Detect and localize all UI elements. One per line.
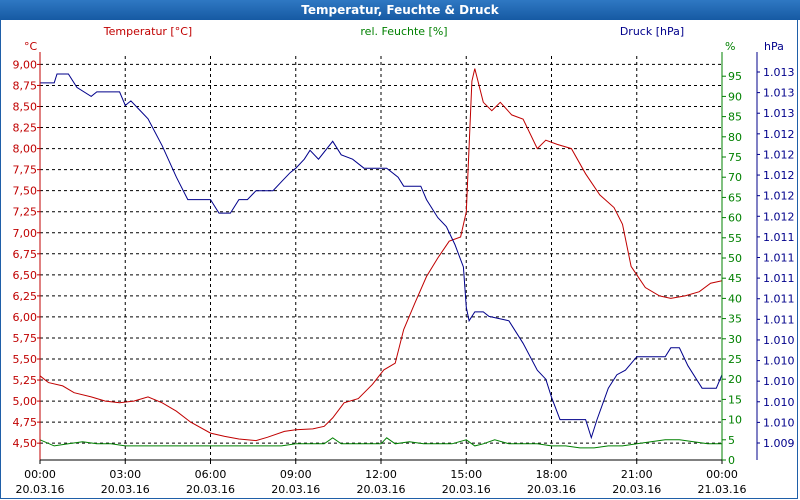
x-tick-time: 12:00 xyxy=(365,468,397,481)
x-tick-time: 06:00 xyxy=(195,468,227,481)
x-tick-date: 20.03.16 xyxy=(527,483,576,496)
temp-tick-label: 7,00 xyxy=(13,227,38,240)
temp-tick-label: 5,00 xyxy=(13,395,38,408)
pressure-tick-label: 1.010 xyxy=(763,396,795,409)
humidity-tick-label: 70 xyxy=(728,171,742,184)
temp-tick-label: 6,50 xyxy=(13,269,38,282)
pressure-tick-label: 1.011 xyxy=(763,231,795,244)
pressure-tick-label: 1.010 xyxy=(763,355,795,368)
humidity-tick-label: 50 xyxy=(728,252,742,265)
humidity-tick-label: 75 xyxy=(728,151,742,164)
x-tick-date: 20.03.16 xyxy=(186,483,235,496)
x-tick-date: 21.03.16 xyxy=(698,483,747,496)
pressure-tick-label: 1.010 xyxy=(763,416,795,429)
humidity-tick-label: 60 xyxy=(728,212,742,225)
grid xyxy=(40,56,722,460)
x-tick-time: 00:00 xyxy=(706,468,738,481)
pressure-tick-label: 1.010 xyxy=(763,334,795,347)
x-tick-date: 20.03.16 xyxy=(612,483,661,496)
pressure-tick-label: 1.012 xyxy=(763,128,795,141)
humidity-tick-label: 40 xyxy=(728,292,742,305)
temp-tick-label: 8,50 xyxy=(13,101,38,114)
humidity-tick-label: 25 xyxy=(728,353,742,366)
temp-tick-label: 5,25 xyxy=(13,374,38,387)
pressure-tick-label: 1.012 xyxy=(763,190,795,203)
pressure-unit: hPa xyxy=(764,40,784,53)
humidity-tick-label: 35 xyxy=(728,313,742,326)
temp-tick-label: 5,75 xyxy=(13,332,38,345)
axes xyxy=(37,52,760,464)
temp-tick-label: 8,75 xyxy=(13,79,38,92)
pressure-tick-label: 1.012 xyxy=(763,169,795,182)
x-tick-time: 18:00 xyxy=(536,468,568,481)
humidity-tick-label: 85 xyxy=(728,111,742,124)
line-chart: 9,00 8,75 8,50 8,25 8,00 7,75 7,50 7,25 7,00 6,75… xyxy=(13,25,795,496)
pressure-tick-label: 1.011 xyxy=(763,293,795,306)
pressure-tick-label: 1.011 xyxy=(763,313,795,326)
x-tick-date: 20.03.16 xyxy=(357,483,406,496)
humidity-axis-title: rel. Feuchte [%] xyxy=(360,25,447,38)
humidity-tick-label: 20 xyxy=(728,373,742,386)
humidity-tick-label: 55 xyxy=(728,232,742,245)
humidity-tick-label: 65 xyxy=(728,191,742,204)
humidity-series-line xyxy=(39,437,722,449)
x-tick-time: 21:00 xyxy=(621,468,653,481)
temp-tick-label: 7,25 xyxy=(13,206,38,219)
x-tick-time: 03:00 xyxy=(109,468,141,481)
humidity-tick-label: 45 xyxy=(728,272,742,285)
x-tick-date: 20.03.16 xyxy=(16,483,65,496)
temp-tick-label: 6,75 xyxy=(13,248,38,261)
humidity-tick-label: 30 xyxy=(728,333,742,346)
temperature-axis-title: Temperatur [°C] xyxy=(103,25,192,38)
x-tick-date: 20.03.16 xyxy=(271,483,320,496)
pressure-tick-label: 1.013 xyxy=(763,87,795,100)
chart-frame xyxy=(0,20,798,499)
temp-tick-label: 5,50 xyxy=(13,353,38,366)
temp-tick-label: 8,25 xyxy=(13,122,38,135)
pressure-tick-label: 1.013 xyxy=(763,107,795,120)
temp-tick-label: 4,75 xyxy=(13,416,38,429)
x-tick-time: 00:00 xyxy=(24,468,56,481)
temp-tick-label: 4,50 xyxy=(13,437,38,450)
temp-tick-label: 6,25 xyxy=(13,290,38,303)
pressure-axis-title: Druck [hPa] xyxy=(620,25,684,38)
temperature-series-line xyxy=(39,68,723,442)
pressure-series-line xyxy=(40,73,723,440)
axis-labels: 9,00 8,75 8,50 8,25 8,00 7,75 7,50 7,25 7,00 6,75… xyxy=(13,25,795,496)
x-tick-date: 20.03.16 xyxy=(101,483,150,496)
humidity-unit: % xyxy=(725,40,735,53)
chart-title: Temperatur, Feuchte & Druck xyxy=(0,0,800,20)
humidity-tick-label: 15 xyxy=(728,393,742,406)
humidity-tick-label: 90 xyxy=(728,90,742,103)
x-tick-time: 09:00 xyxy=(280,468,312,481)
pressure-tick-label: 1.011 xyxy=(763,252,795,265)
temp-tick-label: 7,75 xyxy=(13,164,38,177)
humidity-tick-label: 95 xyxy=(728,70,742,83)
pressure-tick-label: 1.012 xyxy=(763,210,795,223)
humidity-tick-label: 80 xyxy=(728,131,742,144)
pressure-tick-label: 1.010 xyxy=(763,375,795,388)
temp-tick-label: 6,00 xyxy=(13,311,38,324)
pressure-tick-label: 1.012 xyxy=(763,148,795,161)
pressure-tick-label: 1.011 xyxy=(763,272,795,285)
temp-tick-label: 9,00 xyxy=(13,58,38,71)
x-tick-time: 15:00 xyxy=(450,468,482,481)
pressure-tick-label: 1.013 xyxy=(763,66,795,79)
plot-lines xyxy=(39,68,723,449)
temp-tick-label: 7,50 xyxy=(13,185,38,198)
humidity-tick-label: 10 xyxy=(728,414,742,427)
humidity-tick-label: 5 xyxy=(728,434,735,447)
pressure-tick-label: 1.009 xyxy=(763,437,795,450)
temperature-unit: °C xyxy=(24,40,38,53)
x-tick-date: 20.03.16 xyxy=(442,483,491,496)
humidity-tick-label: 0 xyxy=(728,454,735,467)
temp-tick-label: 8,00 xyxy=(13,143,38,156)
